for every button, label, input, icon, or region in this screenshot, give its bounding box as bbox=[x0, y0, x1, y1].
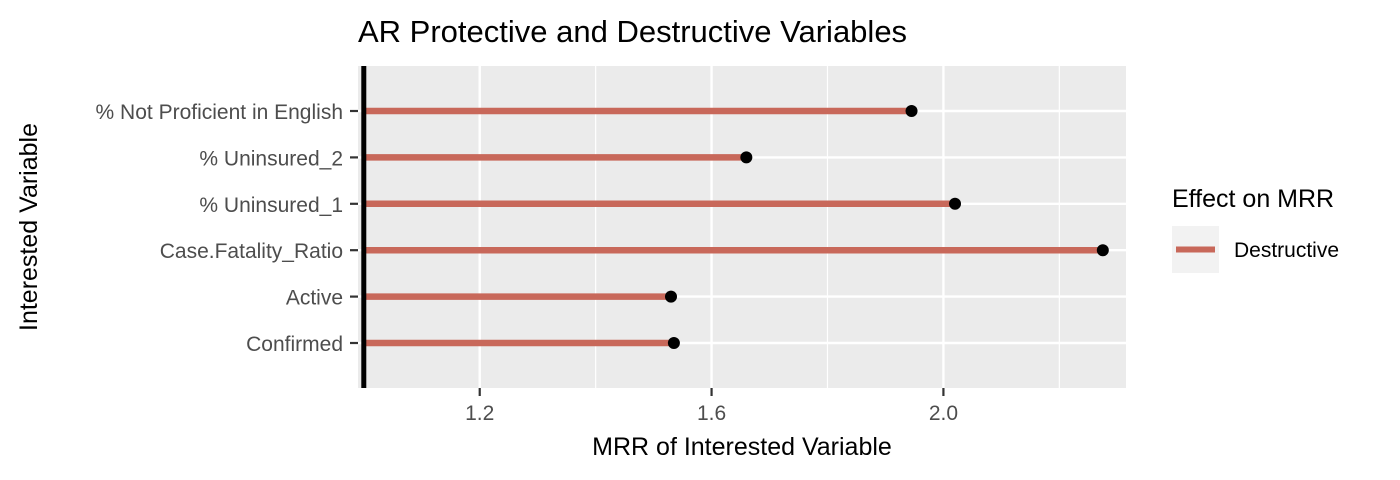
legend: Effect on MRR Destructive bbox=[1172, 185, 1339, 273]
y-tick-label: % Uninsured_2 bbox=[199, 147, 343, 170]
x-axis: 1.2 1.6 2.0 bbox=[465, 388, 958, 425]
plot-panel bbox=[358, 66, 1126, 388]
lollipop-point bbox=[949, 197, 962, 210]
x-tick-label: 1.6 bbox=[697, 402, 726, 425]
lollipop-point bbox=[1096, 244, 1109, 257]
x-tick-label: 2.0 bbox=[929, 402, 958, 425]
x-axis-title: MRR of Interested Variable bbox=[592, 433, 892, 461]
lollipop-segments bbox=[363, 107, 1103, 347]
y-axis: % Not Proficient in English % Uninsured_2… bbox=[96, 101, 358, 356]
y-axis-title: Interested Variable bbox=[15, 123, 43, 331]
y-tick-label: % Uninsured_1 bbox=[199, 194, 343, 217]
y-tick-label: % Not Proficient in English bbox=[96, 101, 343, 124]
y-tick-label: Case.Fatality_Ratio bbox=[160, 240, 343, 263]
chart-title: AR Protective and Destructive Variables bbox=[358, 14, 907, 49]
lollipop-points bbox=[664, 105, 1109, 349]
y-tick-label: Confirmed bbox=[246, 333, 343, 356]
lollipop-point bbox=[664, 290, 677, 303]
x-tick-label: 1.2 bbox=[465, 402, 494, 425]
legend-title: Effect on MRR bbox=[1172, 185, 1334, 213]
legend-label-destructive: Destructive bbox=[1234, 239, 1339, 262]
lollipop-point bbox=[905, 105, 918, 117]
lollipop-point bbox=[667, 337, 680, 349]
lollipop-point bbox=[740, 151, 753, 164]
y-tick-label: Active bbox=[286, 287, 343, 310]
